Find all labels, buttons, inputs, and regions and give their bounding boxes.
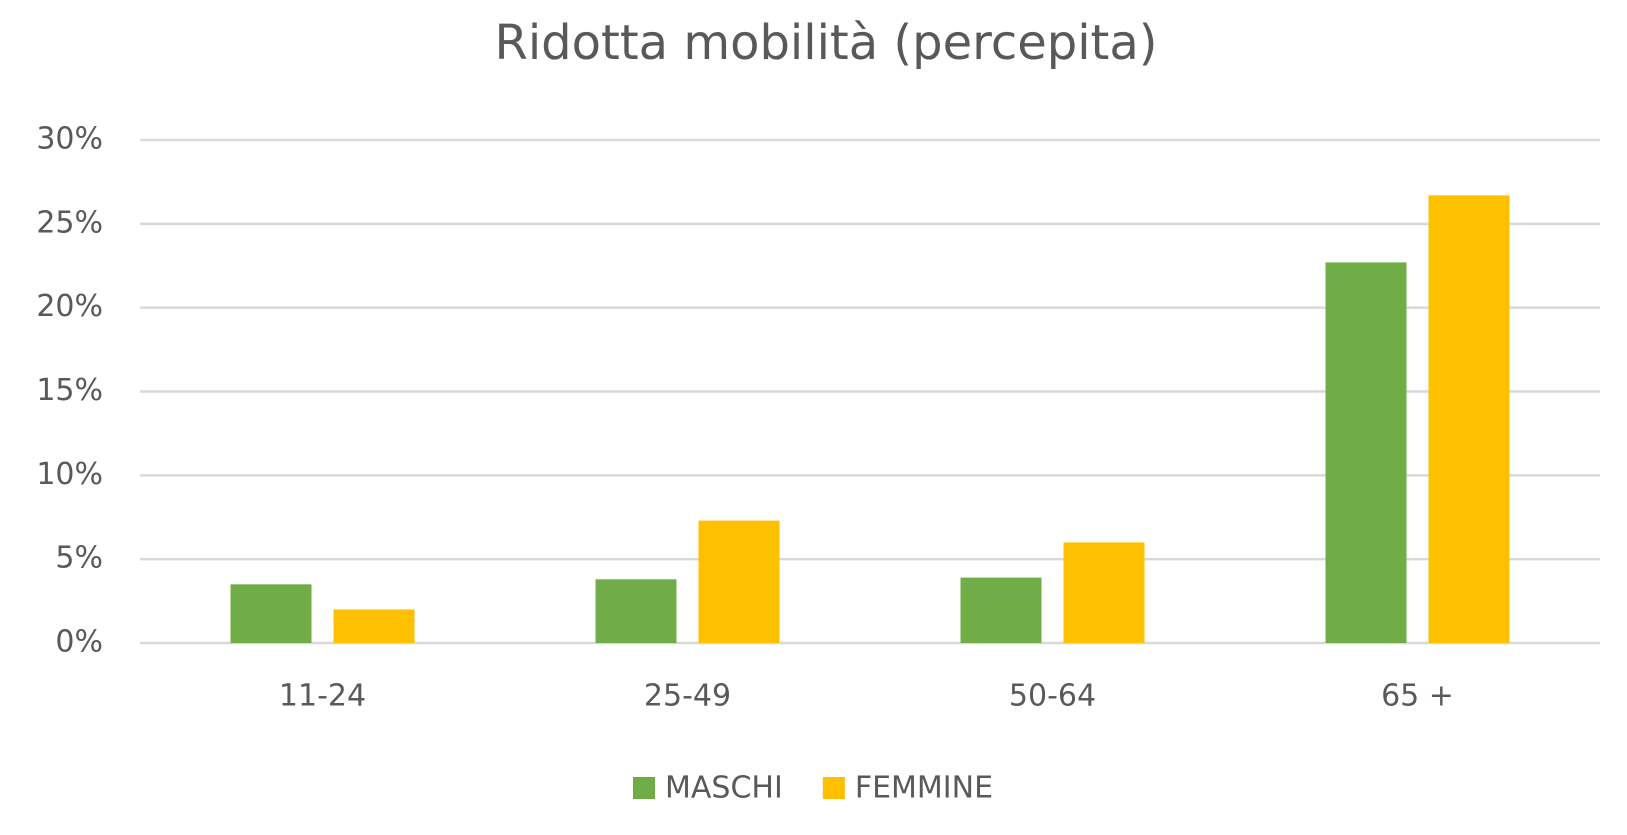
y-tick-label: 10% (36, 457, 103, 492)
legend-swatch (822, 777, 845, 799)
y-tick-label: 20% (36, 289, 103, 324)
x-tick-label: 65 + (1381, 679, 1454, 714)
legend-label: FEMMINE (855, 771, 993, 806)
y-tick-label: 30% (36, 122, 103, 157)
legend-swatch (633, 777, 655, 799)
bar (1325, 262, 1407, 643)
bar (333, 609, 415, 643)
y-tick-label: 0% (55, 625, 103, 660)
bar (698, 520, 780, 643)
x-tick-label: 50-64 (1009, 679, 1096, 714)
y-tick-label: 25% (36, 205, 103, 240)
y-tick-label: 15% (36, 373, 103, 408)
bar (960, 577, 1042, 643)
bar (1428, 195, 1510, 643)
x-tick-label: 25-49 (644, 679, 731, 714)
x-tick-label: 11-24 (279, 679, 366, 714)
y-tick-label: 5% (55, 541, 103, 576)
bar (230, 584, 312, 643)
legend-label: MASCHI (665, 771, 783, 806)
bar (1063, 542, 1145, 643)
chart-title: Ridotta mobilità (percepita) (494, 15, 1157, 71)
bar (595, 579, 677, 643)
